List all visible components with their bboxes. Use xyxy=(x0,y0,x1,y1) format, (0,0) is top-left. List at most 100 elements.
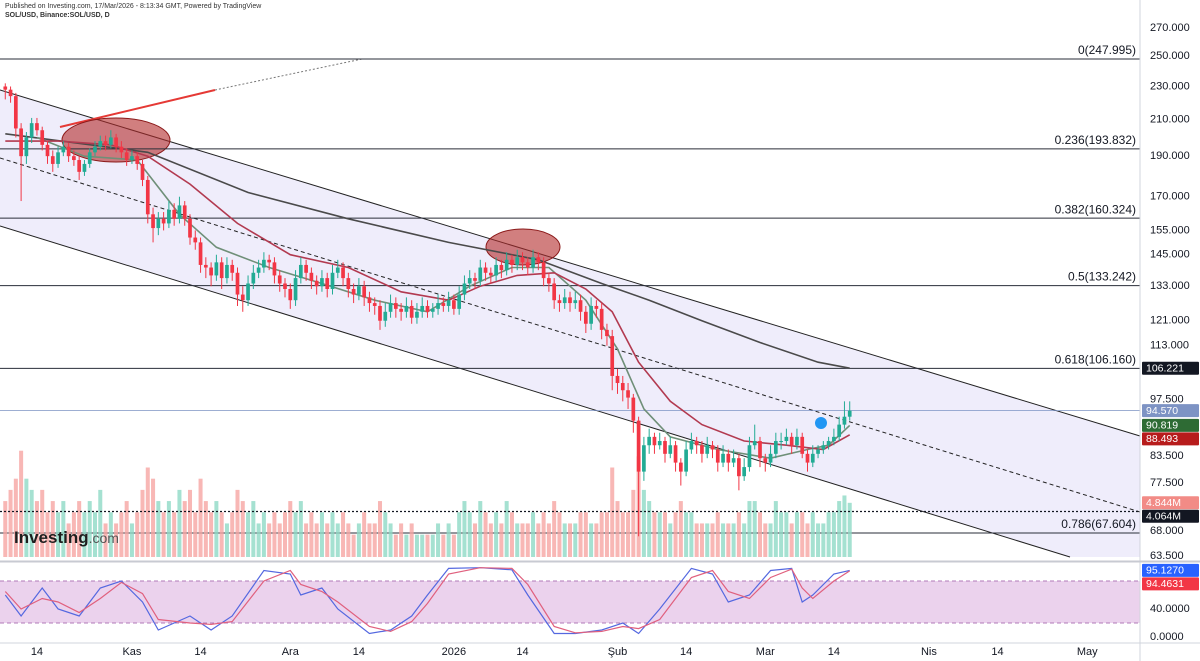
price-label-box xyxy=(1142,432,1199,446)
volume-bar xyxy=(356,523,361,557)
stoch-label-text: 94.4631 xyxy=(1146,578,1184,590)
candle-body xyxy=(198,242,203,265)
volume-bar xyxy=(673,512,678,557)
candle-body xyxy=(372,303,377,306)
volume-bar xyxy=(98,489,103,557)
candle-body xyxy=(779,441,783,443)
candle-body xyxy=(40,130,45,145)
volume-bar xyxy=(531,512,536,557)
candle-body xyxy=(225,264,229,279)
candle-body xyxy=(789,436,794,446)
volume-bar xyxy=(483,512,488,557)
volume-bar xyxy=(172,512,177,557)
volume-bar xyxy=(151,478,156,557)
candle-body xyxy=(710,445,715,450)
volume-bar xyxy=(187,489,193,557)
volume-bar xyxy=(66,523,71,557)
volume-bar xyxy=(193,512,198,557)
volume-bar xyxy=(641,489,646,557)
candle-body xyxy=(663,441,667,454)
volume-bar xyxy=(129,523,134,557)
candle-body xyxy=(357,286,361,295)
y-tick-label: 145.000 xyxy=(1150,249,1190,261)
candle-body xyxy=(483,267,488,273)
candle-body xyxy=(277,275,282,284)
volume-bar xyxy=(314,523,319,557)
candle-body xyxy=(488,272,493,276)
candle-body xyxy=(24,137,29,157)
volume-bar xyxy=(224,523,229,557)
volume-bar xyxy=(383,512,388,557)
y-tick-label: 210.000 xyxy=(1150,114,1190,126)
volume-bar xyxy=(92,512,98,557)
volume-bar xyxy=(267,523,272,557)
candle-body xyxy=(56,152,60,164)
volume-bar xyxy=(61,501,66,557)
candle-body xyxy=(557,300,562,304)
y-tick-label: 77.500 xyxy=(1150,477,1184,489)
candle-body xyxy=(473,278,477,281)
candle-body xyxy=(715,449,720,463)
candle-body xyxy=(837,424,842,437)
volume-bar xyxy=(826,512,831,557)
volume-bar xyxy=(821,523,826,557)
y-tick-label: 83.500 xyxy=(1150,450,1184,462)
candle-body xyxy=(124,152,129,161)
volume-bar xyxy=(742,523,747,557)
candle-body xyxy=(262,259,266,268)
volume-bar xyxy=(757,512,763,557)
volume-bar xyxy=(388,523,393,557)
volume-bar xyxy=(182,501,187,557)
candle-body xyxy=(251,272,256,284)
y-tick-label: 155.000 xyxy=(1150,224,1190,236)
candle-body xyxy=(821,445,826,450)
candle-body xyxy=(832,436,836,442)
stoch-tick-label: 0.0000 xyxy=(1150,631,1184,643)
candle-body xyxy=(525,262,530,268)
candle-body xyxy=(93,146,97,153)
candle-body xyxy=(8,89,13,97)
volume-bar xyxy=(272,512,277,557)
volume-bar xyxy=(842,495,847,557)
candle-body xyxy=(594,305,599,309)
candle-body xyxy=(763,458,768,463)
volume-label-box xyxy=(1142,496,1199,510)
price-label-text: 90.819 xyxy=(1146,420,1178,432)
volume-bar xyxy=(40,489,45,557)
volume-bar xyxy=(847,502,852,557)
candle-body xyxy=(388,303,393,312)
candle-body xyxy=(103,141,108,145)
volume-bar xyxy=(177,489,182,557)
candle-body xyxy=(652,436,657,446)
volume-bar xyxy=(478,501,483,557)
candle-body xyxy=(478,267,483,281)
candle-body xyxy=(367,297,372,304)
y-tick-label: 270.000 xyxy=(1150,22,1190,34)
volume-bar xyxy=(647,501,652,557)
candle-body xyxy=(700,445,704,454)
candle-body xyxy=(399,308,403,312)
volume-bar xyxy=(800,512,805,557)
candle-body xyxy=(705,445,710,454)
volume-bar xyxy=(288,501,293,557)
volume-bar xyxy=(414,534,419,557)
front-layer: 270.000 250.000 230.000 210.000 190.000 170.0… xyxy=(3,22,1199,658)
event-badge[interactable] xyxy=(815,417,827,429)
candle-body xyxy=(668,445,673,454)
candle-body xyxy=(721,453,725,463)
candle-body xyxy=(98,141,103,147)
volume-bar xyxy=(29,489,34,557)
candle-body xyxy=(457,294,462,309)
volume-bar xyxy=(536,523,541,557)
volume-bar xyxy=(578,512,583,557)
candle-body xyxy=(230,264,235,273)
y-tick-label: 133.000 xyxy=(1150,280,1190,292)
candle-body xyxy=(383,311,388,321)
candle-body xyxy=(784,436,789,442)
volume-bar xyxy=(494,512,499,557)
volume-bar xyxy=(726,523,731,557)
candle-body xyxy=(568,297,572,304)
volume-bar xyxy=(304,523,309,557)
logo-brand: Investing xyxy=(14,528,89,547)
